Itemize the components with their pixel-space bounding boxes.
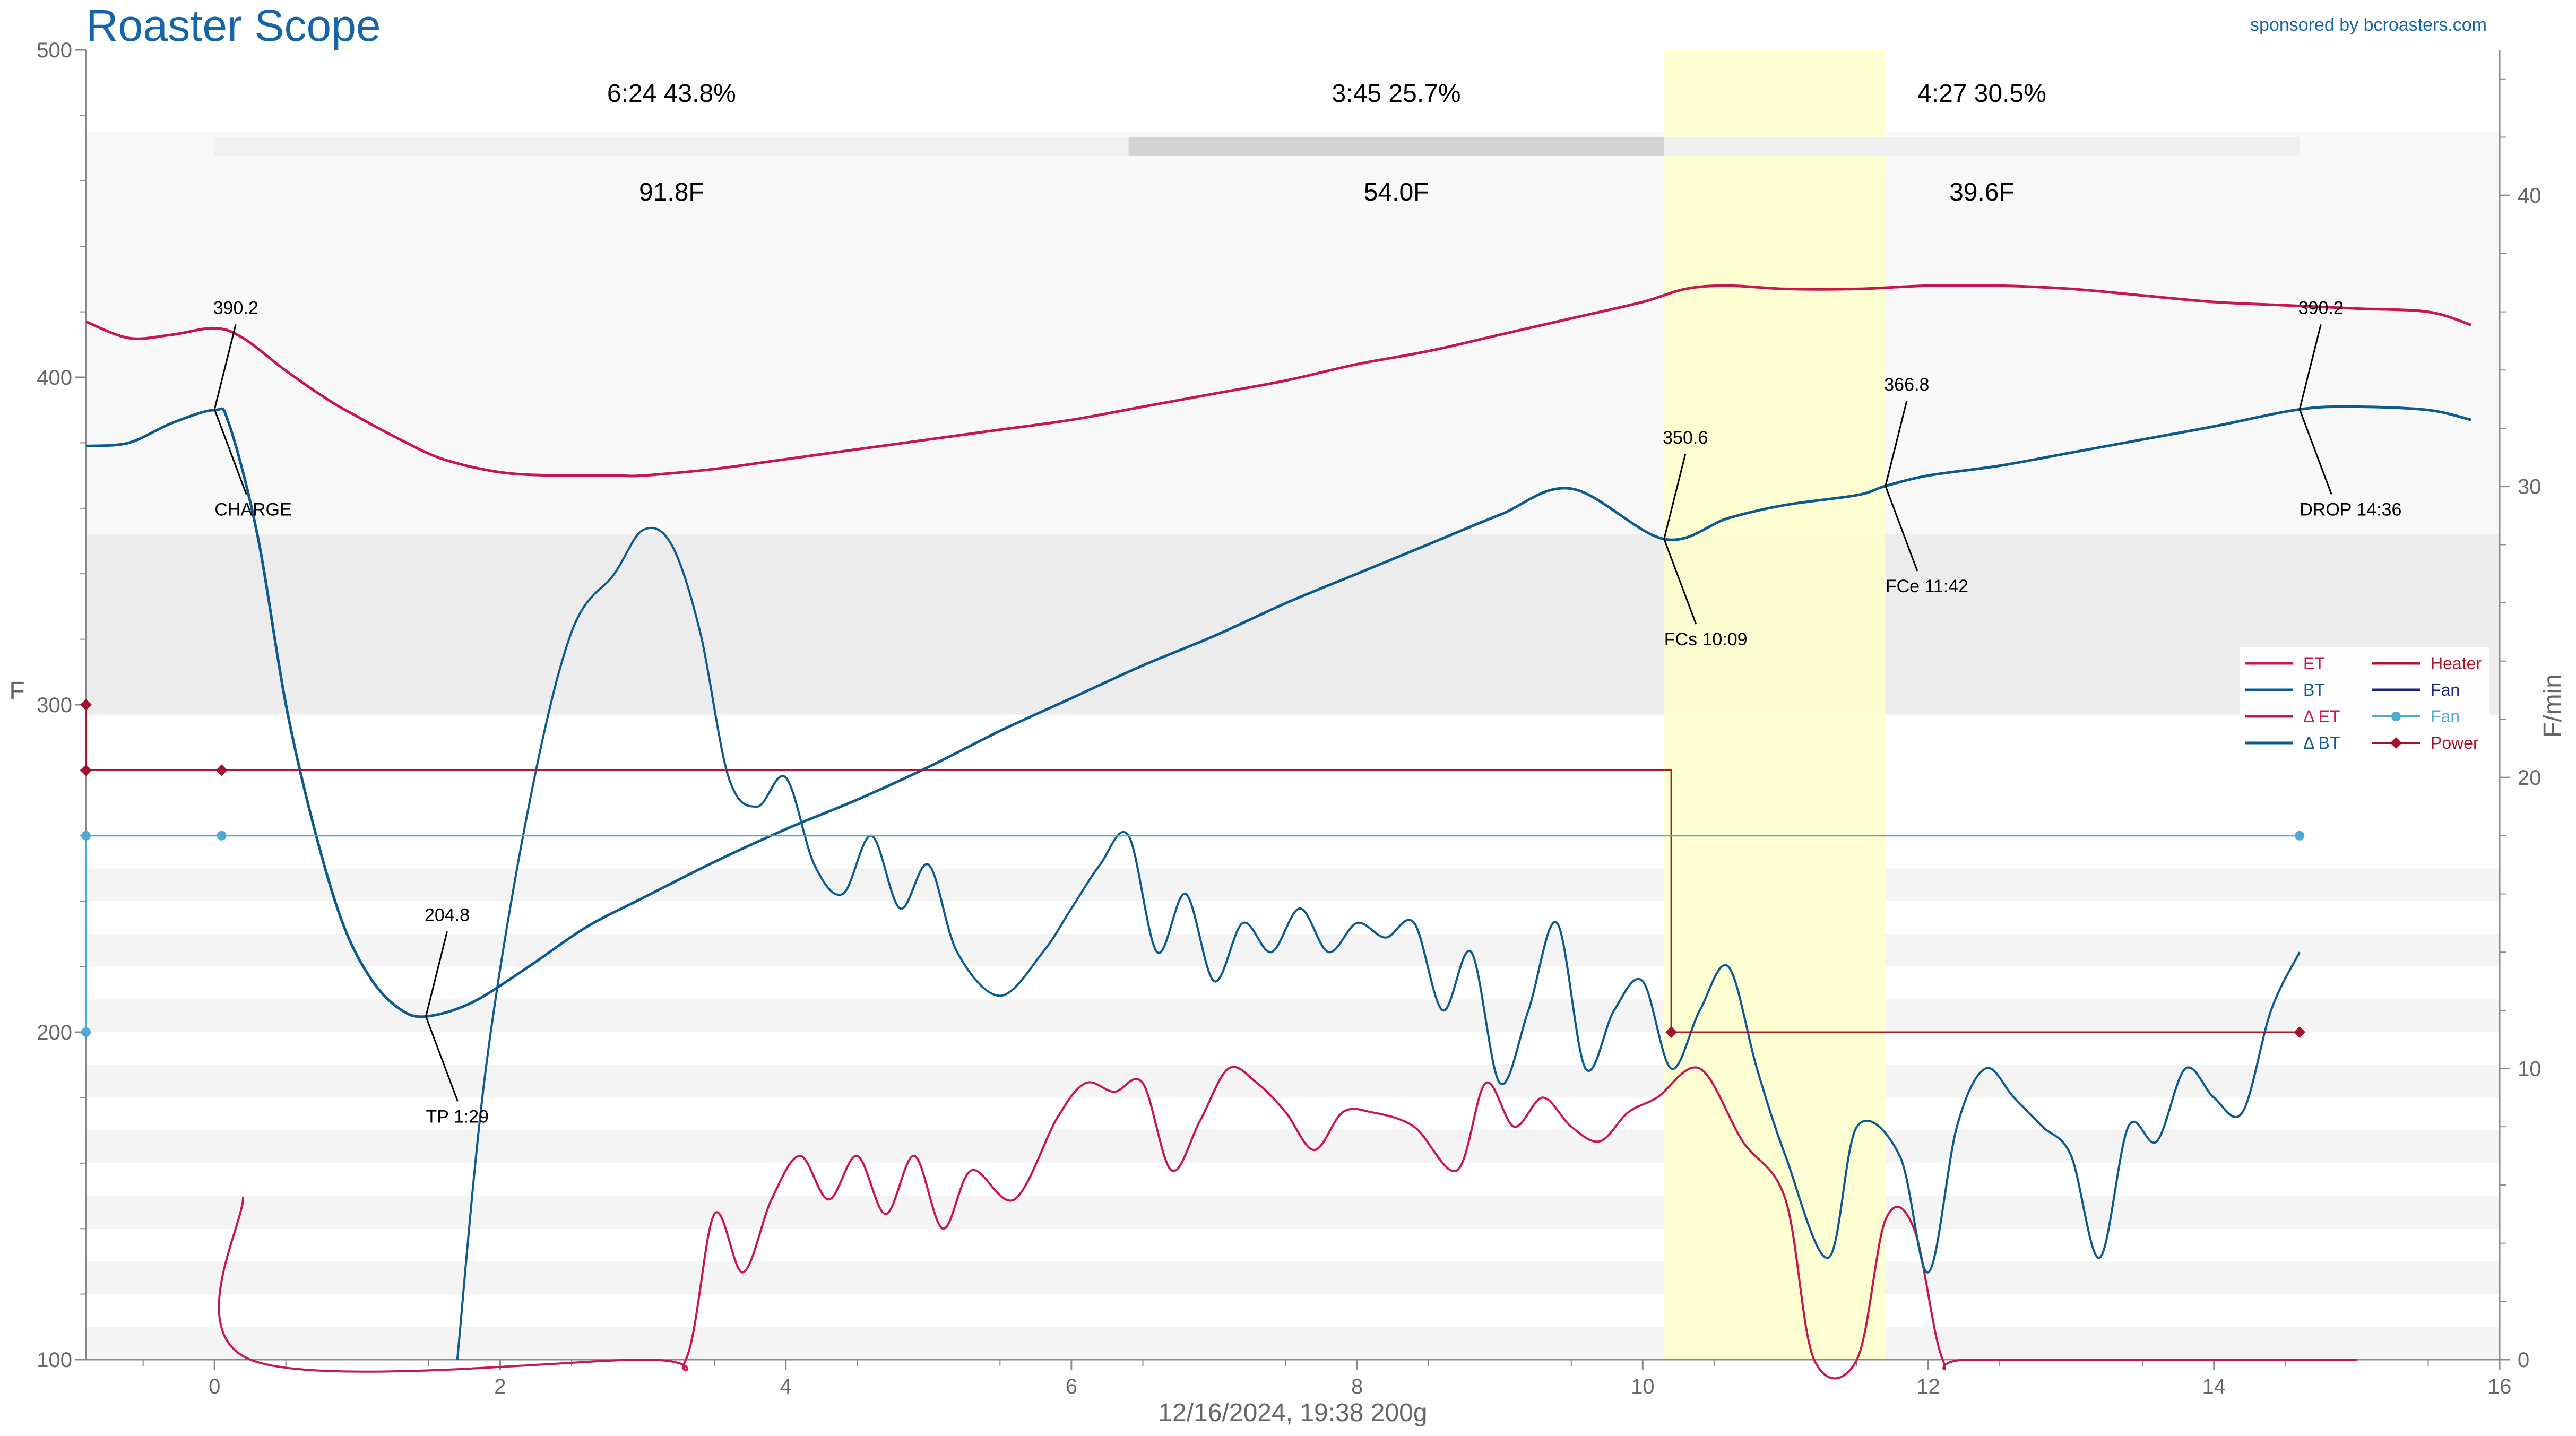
sponsor-link[interactable]: sponsored by bcroasters.com xyxy=(2250,15,2487,35)
event-leader-line xyxy=(1885,401,1908,487)
background-band xyxy=(86,1261,2500,1294)
background-band xyxy=(86,1327,2500,1360)
background-band xyxy=(86,1065,2500,1098)
delta-et-series-line xyxy=(218,1066,2357,1380)
x-tick-label: 16 xyxy=(2488,1375,2512,1398)
legend-label: Fan xyxy=(2431,707,2460,726)
event-leader-line xyxy=(425,931,448,1017)
event-value-label: 390.2 xyxy=(213,298,258,318)
background-band xyxy=(86,868,2500,902)
bt-series-line xyxy=(85,405,2471,1018)
background-band xyxy=(86,534,2500,715)
fan-series-line xyxy=(85,835,2300,1032)
event-value-label: 350.6 xyxy=(1663,428,1708,448)
legend-label: BT xyxy=(2303,680,2325,699)
legend-swatch-marker xyxy=(2391,712,2401,721)
event-value-label: 204.8 xyxy=(425,905,470,925)
legend-label: Power xyxy=(2431,733,2479,752)
background-band xyxy=(86,132,2500,535)
event-name-label: TP 1:29 xyxy=(426,1106,488,1127)
x-tick-label: 0 xyxy=(209,1375,220,1398)
y-tick-label: 100 xyxy=(37,1348,72,1372)
event-leader-line xyxy=(2298,409,2332,495)
phase-bar-segment xyxy=(1128,137,1664,156)
y2-tick-label: 0 xyxy=(2518,1348,2529,1372)
power-marker xyxy=(1665,1026,1678,1038)
power-marker xyxy=(80,764,92,776)
event-name-label: FCs 10:09 xyxy=(1664,629,1748,650)
background-band xyxy=(86,1130,2500,1163)
x-tick-label: 12 xyxy=(1916,1375,1940,1398)
event-leader-line xyxy=(425,1016,459,1102)
phase-temp-delta-label: 91.8F xyxy=(639,178,704,206)
event-name-label: FCe 11:42 xyxy=(1886,576,1968,596)
phase-temp-delta-label: 39.6F xyxy=(1949,178,2015,206)
event-name-label: CHARGE xyxy=(214,499,291,520)
power-marker xyxy=(215,764,228,776)
y2-axis-label: F/min xyxy=(2539,674,2567,738)
y2-tick-label: 40 xyxy=(2518,184,2542,207)
power-marker xyxy=(2294,1026,2306,1038)
fan-marker xyxy=(217,831,227,841)
legend-label: Fan xyxy=(2431,680,2460,699)
event-leader-line xyxy=(1885,486,1918,572)
background-band xyxy=(86,1196,2500,1229)
x-tick-label: 14 xyxy=(2202,1375,2226,1398)
event-leader-line xyxy=(1663,454,1687,540)
delta-bt-series-line xyxy=(456,526,2301,1360)
y-tick-label: 500 xyxy=(37,39,72,62)
app-title: Roaster Scope xyxy=(86,1,381,50)
x-tick-label: 4 xyxy=(780,1375,792,1398)
heater-series-line xyxy=(85,705,2300,1033)
phase-duration-label: 3:45 25.7% xyxy=(1332,80,1461,108)
event-value-label: 366.8 xyxy=(1884,375,1929,395)
y-axis-label: F xyxy=(9,677,24,705)
phase-duration-label: 4:27 30.5% xyxy=(1917,80,2046,108)
phase-temp-delta-label: 54.0F xyxy=(1364,178,1429,206)
y-tick-label: 400 xyxy=(37,366,72,390)
power-marker xyxy=(80,699,92,711)
event-leader-line xyxy=(2298,324,2322,410)
footer-caption: 12/16/2024, 19:38 200g xyxy=(1158,1399,1427,1427)
background-band xyxy=(86,933,2500,967)
legend-label: Δ ET xyxy=(2303,707,2340,726)
y-tick-label: 300 xyxy=(37,694,72,717)
phase-bar-segment xyxy=(1664,137,2300,156)
legend-label: ET xyxy=(2303,654,2325,673)
phase-bar-segment xyxy=(214,137,1129,156)
fan-marker xyxy=(81,831,91,841)
y2-tick-label: 10 xyxy=(2518,1058,2542,1081)
first-crack-band xyxy=(1664,50,1886,1360)
y2-tick-label: 20 xyxy=(2518,766,2542,790)
legend-box xyxy=(2240,647,2489,759)
legend-label: Heater xyxy=(2431,654,2482,673)
event-leader-line xyxy=(1663,539,1697,625)
background-band xyxy=(86,999,2500,1032)
x-tick-label: 8 xyxy=(1351,1375,1363,1398)
legend-label: Δ BT xyxy=(2303,733,2340,752)
x-tick-label: 10 xyxy=(1631,1375,1655,1398)
x-tick-label: 2 xyxy=(494,1375,506,1398)
legend-swatch-marker xyxy=(2390,737,2402,749)
fan-marker xyxy=(2295,831,2305,841)
y-tick-label: 200 xyxy=(37,1021,72,1044)
y2-tick-label: 30 xyxy=(2518,475,2542,499)
phase-duration-label: 6:24 43.8% xyxy=(607,80,736,108)
event-leader-line xyxy=(213,409,247,495)
event-leader-line xyxy=(213,324,237,410)
event-name-label: DROP 14:36 xyxy=(2300,499,2401,520)
x-tick-label: 6 xyxy=(1066,1375,1077,1398)
et-series-line xyxy=(85,283,2471,478)
fan-marker xyxy=(81,1027,91,1037)
event-value-label: 390.2 xyxy=(2298,298,2344,318)
